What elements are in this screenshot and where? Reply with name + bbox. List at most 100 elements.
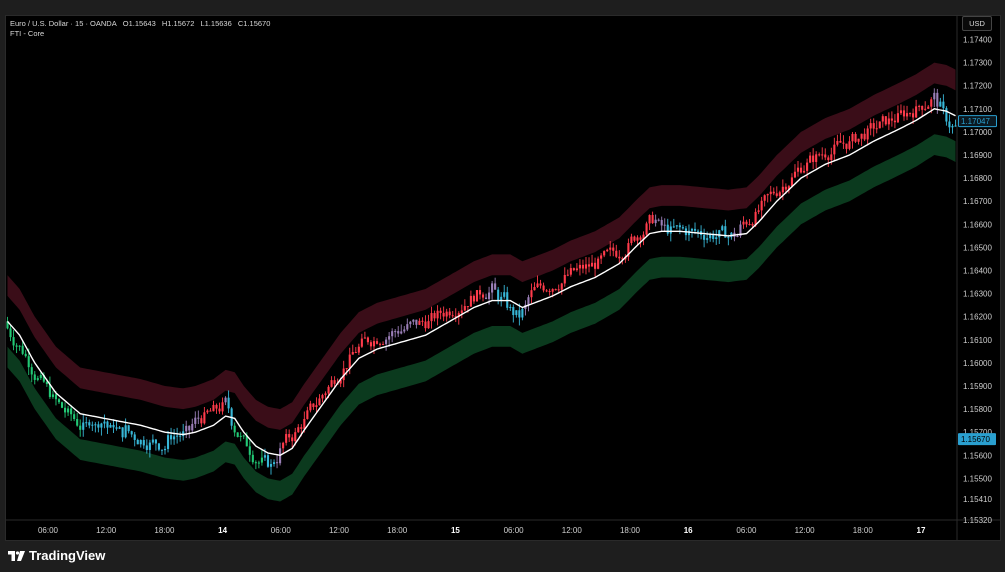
candle-body (85, 422, 88, 424)
candle-body (869, 123, 872, 129)
candle-body (294, 432, 297, 442)
candle-body (121, 427, 124, 438)
candle-body (845, 143, 848, 149)
candle-body (815, 154, 818, 162)
candle-body (600, 255, 603, 259)
candle-body (297, 427, 300, 433)
candle-body (166, 435, 170, 449)
candle-body (766, 194, 769, 196)
candle-body (854, 133, 857, 142)
candle-body (366, 337, 369, 343)
chart-frame[interactable] (5, 15, 1001, 541)
candle-body (239, 435, 242, 437)
candle-body (609, 247, 612, 250)
candle-body (896, 113, 900, 123)
candle-body (288, 434, 291, 438)
candle-body (312, 403, 315, 408)
candle-body (551, 289, 554, 292)
candle-body (360, 338, 363, 347)
candle-body (627, 243, 630, 257)
candle-body (170, 435, 173, 440)
candle-body (9, 328, 12, 338)
candle-body (385, 339, 388, 345)
candle-body (727, 237, 730, 239)
candle-body (948, 121, 951, 128)
candle-body (82, 422, 85, 430)
candle-body (530, 290, 533, 298)
candle-body (257, 462, 260, 464)
candle-body (321, 395, 324, 399)
candle-body (672, 226, 675, 228)
candle-body (836, 140, 839, 145)
candle-body (285, 434, 288, 443)
candle-body (106, 421, 109, 428)
candle-body (809, 155, 812, 163)
candle-body (918, 105, 921, 107)
y-tick-label: 1.17300 (963, 59, 992, 68)
y-tick-label: 1.16100 (963, 336, 992, 345)
candle-body (951, 125, 954, 128)
candle-body (60, 402, 64, 408)
candle-body (263, 455, 267, 458)
candle-body (494, 283, 497, 290)
candle-body (575, 268, 578, 271)
candle-body (606, 249, 609, 252)
chart-legend: Euro / U.S. Dollar · 15 · OANDA O1.15643… (10, 19, 274, 39)
candle-body (173, 436, 176, 440)
candle-body (206, 410, 209, 413)
candle-body (851, 133, 854, 142)
candle-body (372, 341, 376, 347)
current-price-label: 1.17047 (961, 117, 990, 126)
candle-body (942, 101, 945, 109)
candle-body (618, 256, 621, 259)
candle-body (712, 234, 715, 240)
candle-body (439, 310, 442, 313)
candle-body (848, 141, 851, 149)
candle-body (130, 431, 133, 435)
candle-body (469, 295, 472, 307)
y-tick-label: 1.16700 (963, 197, 992, 206)
candle-body (678, 225, 681, 228)
candle-body (881, 116, 884, 122)
candle-body (303, 418, 306, 429)
candle-body (802, 170, 806, 173)
x-tick-label: 18:00 (154, 526, 175, 535)
candle-body (799, 167, 803, 173)
candle-body (21, 345, 24, 354)
candle-body (709, 234, 712, 239)
candle-body (436, 310, 439, 319)
candle-body (54, 394, 58, 400)
y-tick-label: 1.16800 (963, 174, 992, 183)
tradingview-brand[interactable]: TradingView (8, 548, 105, 563)
currency-selector[interactable]: USD (962, 16, 992, 31)
candle-body (475, 290, 479, 302)
candle-body (554, 289, 557, 291)
x-tick-label: 18:00 (387, 526, 408, 535)
low-value: L1.15636 (200, 19, 232, 28)
tradingview-logo-icon (8, 550, 25, 561)
candle-body (633, 236, 636, 241)
candle-body (236, 432, 239, 437)
candle-body (827, 157, 830, 161)
candle-body (227, 397, 230, 409)
candle-body (769, 191, 772, 195)
candle-body (415, 319, 418, 325)
candle-body (221, 402, 224, 412)
candle-body (70, 408, 73, 415)
candle-body (557, 289, 560, 291)
candle-body (715, 237, 718, 240)
candle-body (745, 221, 748, 225)
candle-body (775, 193, 778, 196)
x-tick-label: 12:00 (562, 526, 583, 535)
candle-body (448, 311, 451, 316)
candle-body (369, 342, 373, 347)
candle-body (330, 380, 333, 387)
x-tick-label: 12:00 (329, 526, 350, 535)
candle-body (412, 319, 415, 322)
candle-body (954, 125, 957, 127)
x-tick-label: 16 (684, 526, 693, 535)
candle-body (157, 443, 161, 450)
y-tick-label: 1.16300 (963, 290, 992, 299)
candle-body (533, 287, 536, 291)
